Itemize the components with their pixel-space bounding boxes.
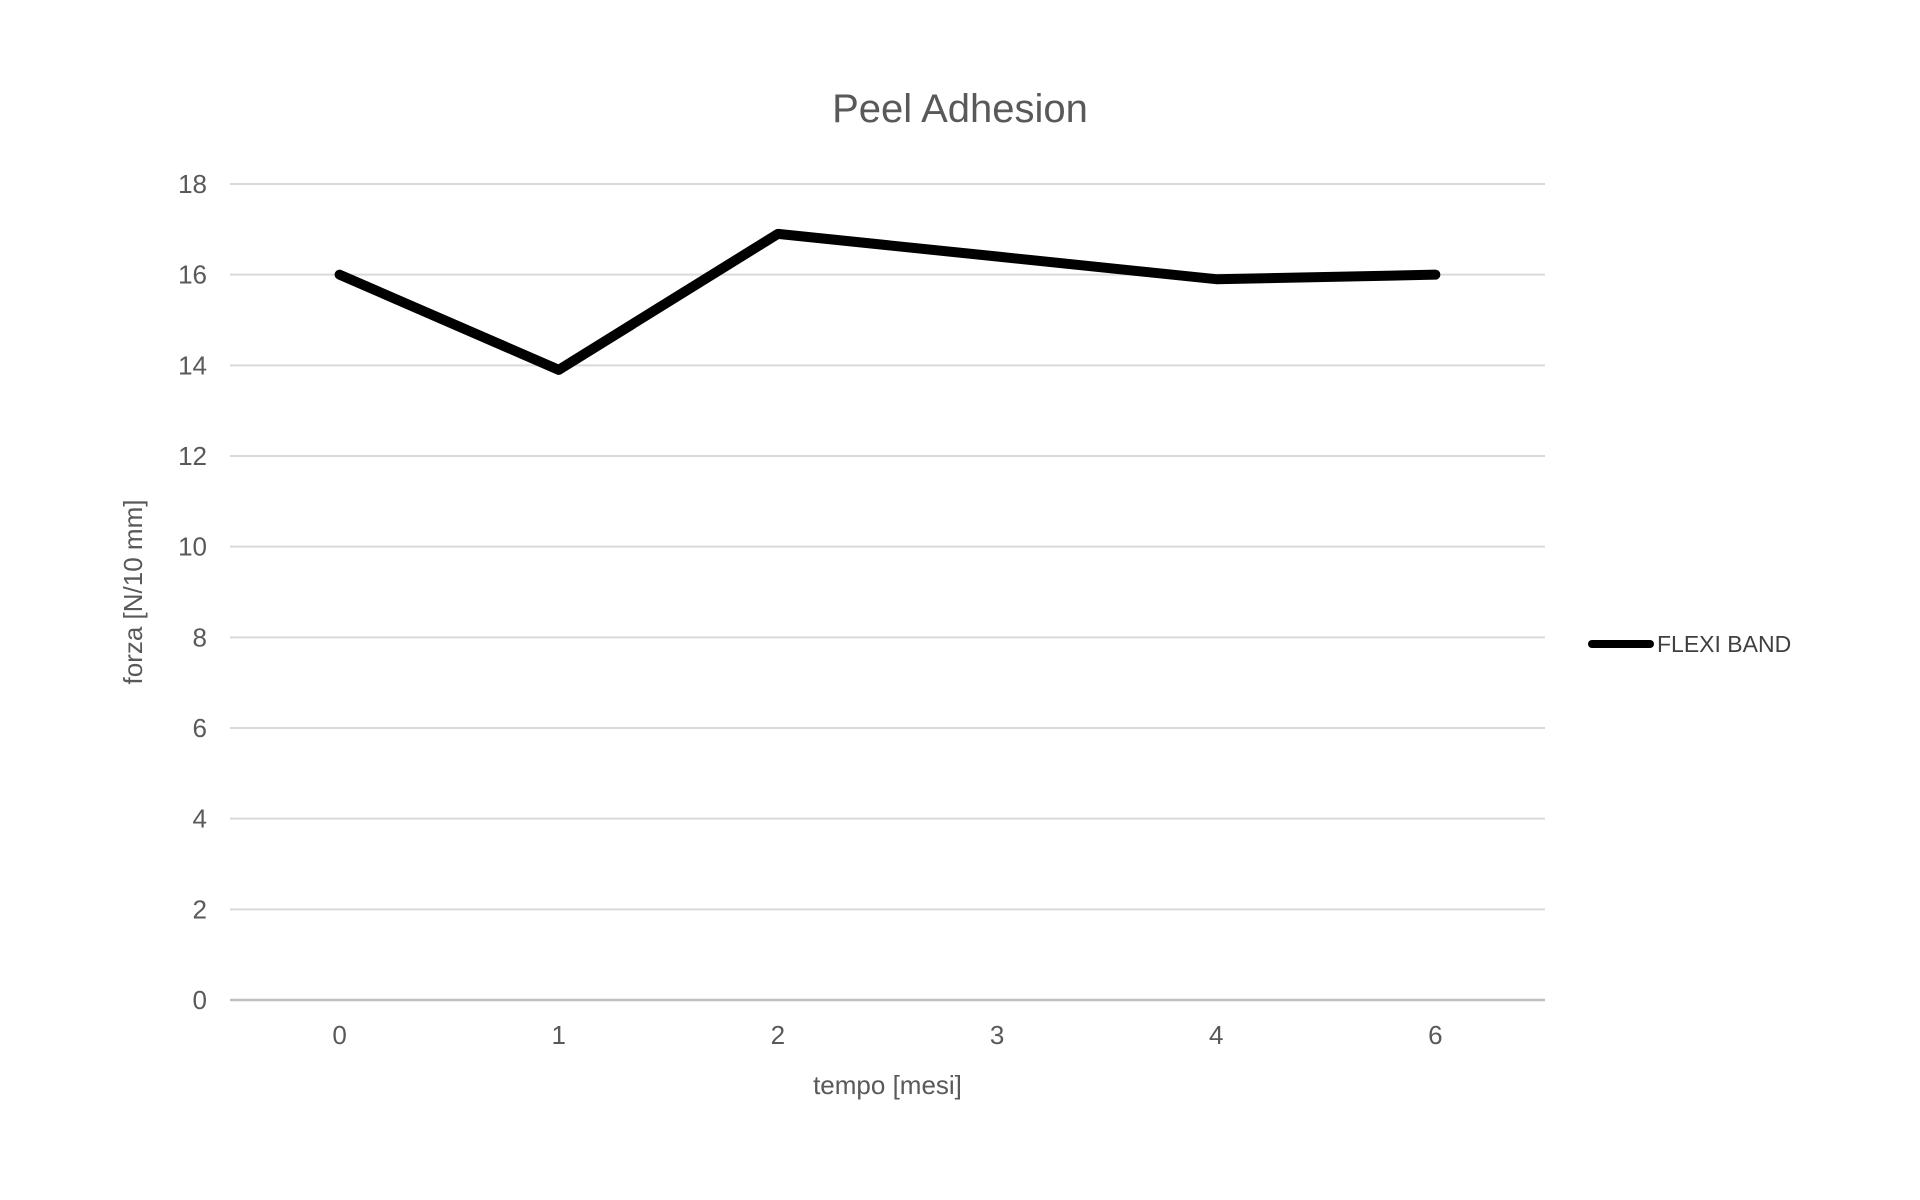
y-tick-label: 16 [178, 260, 207, 290]
x-tick-label: 1 [552, 1020, 566, 1050]
y-tick-label: 6 [193, 713, 207, 743]
x-axis-title: tempo [mesi] [813, 1070, 962, 1100]
y-tick-label: 14 [178, 350, 207, 380]
x-tick-label: 0 [332, 1020, 346, 1050]
y-tick-label: 4 [193, 804, 207, 834]
y-tick-label: 18 [178, 169, 207, 199]
y-tick-label: 0 [193, 985, 207, 1015]
y-axis-title: forza [N/10 mm] [118, 499, 148, 685]
legend: FLEXI BAND [1588, 630, 1791, 658]
y-tick-label: 12 [178, 441, 207, 471]
y-tick-label: 8 [193, 622, 207, 652]
x-tick-label: 6 [1428, 1020, 1442, 1050]
y-tick-label: 2 [193, 894, 207, 924]
chart-title: Peel Adhesion [832, 87, 1088, 131]
series-line [334, 228, 1441, 375]
legend-series-label: FLEXI BAND [1657, 630, 1792, 657]
legend-line-swatch [1588, 640, 1654, 648]
x-tick-label: 4 [1209, 1020, 1223, 1050]
x-tick-label: 2 [771, 1020, 785, 1050]
y-tick-label: 10 [178, 532, 207, 562]
x-tick-label: 3 [990, 1020, 1004, 1050]
